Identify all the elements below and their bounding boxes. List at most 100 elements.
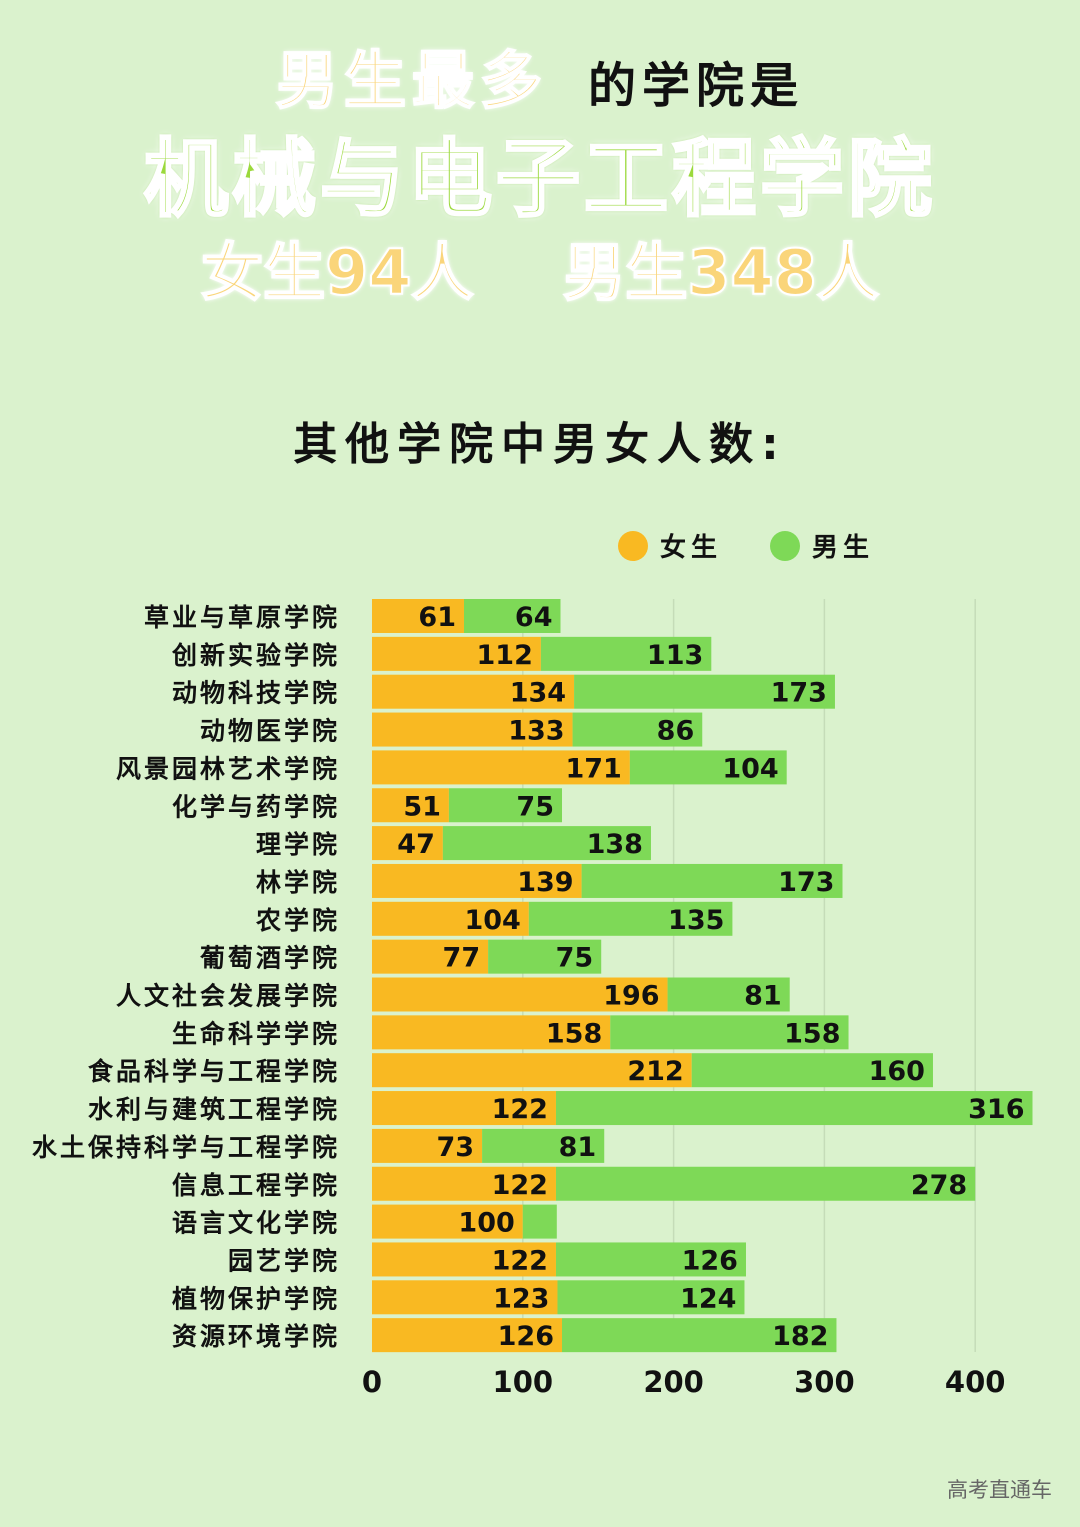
legend-male-swatch: [770, 531, 800, 561]
bar-male: [610, 1015, 849, 1050]
data-label-male: 126: [682, 1245, 738, 1276]
data-label-male: 158: [784, 1018, 840, 1049]
data-label-female: 212: [627, 1056, 683, 1087]
category-label: 林学院: [256, 868, 340, 897]
category-label: 创新实验学院: [171, 641, 340, 670]
bar-female: [372, 599, 464, 633]
data-label-male: 64: [515, 602, 553, 633]
data-label-female: 112: [477, 640, 533, 671]
data-label-female: 51: [403, 791, 441, 822]
bar-female: [372, 1053, 692, 1088]
bar-male: [555, 1166, 976, 1201]
category-label: 动物科技学院: [172, 679, 340, 708]
bar-male: [528, 901, 733, 936]
bar-male: [482, 1128, 605, 1163]
category-label: 语言文化学院: [172, 1209, 340, 1238]
bar-male: [629, 750, 787, 785]
data-label-female: 104: [464, 905, 520, 936]
data-label-male: 104: [722, 753, 778, 784]
data-label-female: 196: [603, 981, 659, 1012]
data-label-female: 61: [418, 602, 456, 633]
headline-female-count: 女生94人: [200, 235, 474, 310]
data-label-female: 158: [546, 1018, 602, 1049]
category-label: 草业与草原学院: [144, 603, 340, 632]
category-label: 信息工程学院: [172, 1171, 340, 1200]
bar-male: [555, 1242, 746, 1277]
bar-male: [442, 826, 651, 861]
bar-female: [372, 712, 573, 747]
data-label-male: 81: [744, 981, 782, 1012]
data-label-male: 160: [869, 1056, 925, 1087]
data-label-male: 124: [680, 1283, 736, 1314]
bar-male: [463, 599, 561, 633]
data-label-female: 122: [492, 1094, 548, 1125]
bar-female: [372, 1204, 523, 1239]
data-label-female: 126: [498, 1321, 554, 1352]
bar-male: [540, 636, 712, 671]
headline-male-count: 男生348人: [562, 235, 879, 310]
data-label-female: 133: [508, 716, 564, 747]
category-label: 风景园林艺术学院: [116, 754, 340, 783]
x-tick-label: 300: [794, 1365, 855, 1399]
bar-male: [572, 712, 703, 747]
x-tick-label: 400: [945, 1365, 1006, 1399]
category-label: 人文社会发展学院: [116, 982, 340, 1011]
data-label-male: 316: [968, 1094, 1024, 1125]
category-label: 资源环境学院: [172, 1322, 340, 1351]
category-label: 化学与药学院: [172, 792, 340, 821]
category-label: 葡萄酒学院: [199, 944, 340, 973]
legend-female-swatch: [618, 531, 648, 561]
headline-highlight: 男生最多: [275, 43, 548, 118]
data-label-female: 122: [492, 1245, 548, 1276]
data-label-male: 173: [778, 867, 834, 898]
headline-college: 机械与电子工程学院: [142, 129, 936, 230]
data-label-male: 278: [911, 1170, 967, 1201]
bar-female: [372, 863, 582, 898]
category-label: 水利与建筑工程学院: [88, 1095, 340, 1124]
data-label-male: 113: [647, 640, 703, 671]
data-label-male: 86: [657, 716, 695, 747]
bar-female: [372, 674, 575, 709]
data-label-female: 123: [493, 1283, 549, 1314]
watermark: 高考直通车: [947, 1478, 1052, 1502]
data-label-male: 81: [559, 1132, 597, 1163]
bar-male: [557, 1280, 745, 1315]
data-label-male: 173: [771, 678, 827, 709]
data-label-male: 182: [772, 1321, 828, 1352]
data-label-female: 171: [565, 753, 621, 784]
bar-male: [691, 1053, 933, 1088]
bar-female: [372, 1280, 558, 1315]
bar-male: [562, 1318, 837, 1353]
legend-male-label: 男生: [812, 533, 874, 563]
data-label-male: 75: [556, 943, 594, 974]
bar-female: [372, 901, 529, 936]
legend-female-label: 女生: [660, 532, 722, 563]
category-label: 理学院: [256, 830, 340, 859]
bar-male: [581, 863, 843, 898]
data-label-female: 134: [510, 678, 566, 709]
chart-subtitle: 其他学院中男女人数:: [293, 419, 787, 470]
bar-female: [372, 826, 443, 861]
headline-line-1: 男生最多 的学院是: [0, 30, 1080, 118]
headline-counts: 女生94人 男生348人: [0, 222, 1080, 312]
data-label-female: 73: [437, 1132, 475, 1163]
data-label-female: 139: [517, 867, 573, 898]
bar-female: [372, 939, 489, 974]
data-label-female: 100: [458, 1208, 514, 1239]
category-label: 水土保持科学与工程学院: [32, 1133, 340, 1162]
bar-female: [372, 750, 630, 785]
data-label-female: 122: [492, 1170, 548, 1201]
bar-female: [372, 1166, 556, 1201]
bar-female: [372, 788, 449, 823]
bar-male: [448, 788, 563, 823]
bar-male: [667, 977, 790, 1012]
bar-female: [372, 977, 668, 1012]
data-label-male: 138: [587, 829, 643, 860]
category-label: 食品科学与工程学院: [88, 1057, 340, 1086]
bar-female: [372, 1015, 611, 1050]
bar-female: [372, 1242, 556, 1277]
bar-female: [372, 1128, 483, 1163]
data-label-female: 77: [443, 943, 481, 974]
category-label: 园艺学院: [228, 1246, 340, 1275]
